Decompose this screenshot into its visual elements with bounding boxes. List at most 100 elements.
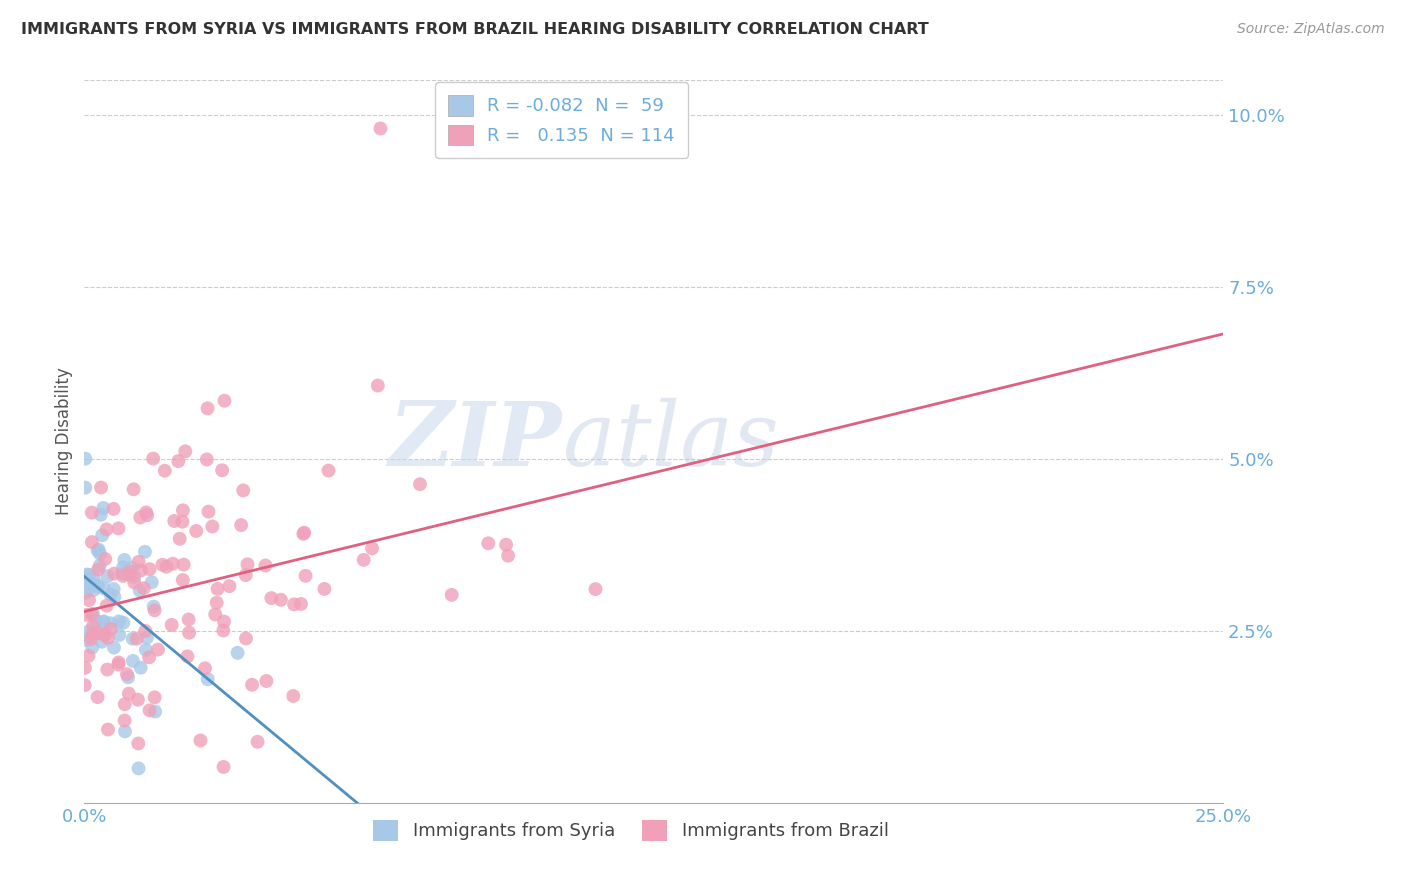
Point — [103, 582, 125, 596]
Point — [80, 632, 103, 647]
Point — [89, 547, 111, 561]
Point — [96, 599, 118, 613]
Point — [136, 508, 159, 523]
Point — [214, 393, 236, 408]
Point — [93, 582, 115, 596]
Point — [122, 654, 145, 668]
Point — [195, 452, 218, 467]
Point — [120, 568, 142, 582]
Point — [163, 514, 186, 528]
Point — [212, 760, 235, 774]
Point — [361, 541, 384, 556]
Point — [240, 678, 263, 692]
Point — [260, 591, 283, 606]
Point — [82, 607, 104, 622]
Point — [477, 536, 499, 550]
Point — [128, 761, 150, 775]
Point — [142, 599, 165, 614]
Point — [118, 565, 141, 579]
Point — [87, 542, 110, 557]
Point — [236, 558, 259, 572]
Point — [231, 518, 253, 533]
Point — [226, 646, 249, 660]
Point — [440, 588, 463, 602]
Point — [495, 538, 517, 552]
Point — [177, 613, 200, 627]
Y-axis label: Hearing Disability: Hearing Disability — [55, 368, 73, 516]
Point — [134, 624, 156, 638]
Legend: Immigrants from Syria, Immigrants from Brazil: Immigrants from Syria, Immigrants from B… — [366, 813, 896, 848]
Point — [75, 481, 97, 495]
Text: Source: ZipAtlas.com: Source: ZipAtlas.com — [1237, 22, 1385, 37]
Point — [127, 736, 149, 750]
Point — [97, 723, 120, 737]
Point — [114, 567, 136, 582]
Point — [90, 634, 112, 648]
Point — [127, 692, 149, 706]
Point — [197, 672, 219, 686]
Point — [96, 522, 118, 536]
Point — [232, 483, 254, 498]
Point — [283, 689, 305, 703]
Point — [197, 505, 219, 519]
Point — [118, 687, 141, 701]
Text: atlas: atlas — [562, 398, 779, 485]
Point — [353, 553, 375, 567]
Point — [77, 648, 100, 663]
Point — [129, 563, 152, 577]
Point — [585, 582, 607, 596]
Point — [112, 553, 135, 567]
Point — [128, 555, 150, 569]
Point — [138, 562, 160, 576]
Point — [134, 545, 156, 559]
Point — [318, 464, 340, 478]
Point — [83, 583, 105, 598]
Point — [87, 626, 110, 640]
Point — [121, 561, 143, 575]
Point — [112, 615, 135, 630]
Point — [84, 614, 107, 628]
Point — [254, 558, 277, 573]
Point — [143, 690, 166, 705]
Point — [409, 477, 432, 491]
Point — [169, 532, 191, 546]
Point — [294, 569, 316, 583]
Point — [218, 579, 240, 593]
Point — [122, 570, 145, 584]
Point — [79, 568, 101, 582]
Point — [80, 607, 103, 621]
Point — [146, 642, 169, 657]
Point — [75, 607, 97, 622]
Point — [90, 481, 112, 495]
Point — [80, 535, 103, 549]
Point — [367, 378, 389, 392]
Text: IMMIGRANTS FROM SYRIA VS IMMIGRANTS FROM BRAZIL HEARING DISABILITY CORRELATION C: IMMIGRANTS FROM SYRIA VS IMMIGRANTS FROM… — [21, 22, 929, 37]
Point — [108, 628, 131, 642]
Point — [114, 697, 136, 711]
Point — [172, 573, 194, 587]
Point — [107, 657, 129, 672]
Point — [82, 640, 104, 655]
Point — [82, 570, 104, 584]
Point — [73, 678, 96, 692]
Point — [174, 444, 197, 458]
Point — [186, 524, 208, 538]
Point — [176, 649, 198, 664]
Point — [155, 559, 177, 574]
Point — [496, 549, 519, 563]
Point — [143, 705, 166, 719]
Point — [76, 572, 98, 586]
Point — [201, 519, 224, 533]
Point — [122, 483, 145, 497]
Point — [117, 670, 139, 684]
Point — [87, 543, 110, 558]
Point — [141, 575, 163, 590]
Point — [115, 667, 138, 681]
Point — [314, 582, 336, 596]
Point — [212, 615, 235, 629]
Point — [76, 567, 98, 582]
Point — [82, 627, 104, 641]
Point — [283, 598, 305, 612]
Point — [138, 703, 160, 717]
Point — [152, 558, 174, 572]
